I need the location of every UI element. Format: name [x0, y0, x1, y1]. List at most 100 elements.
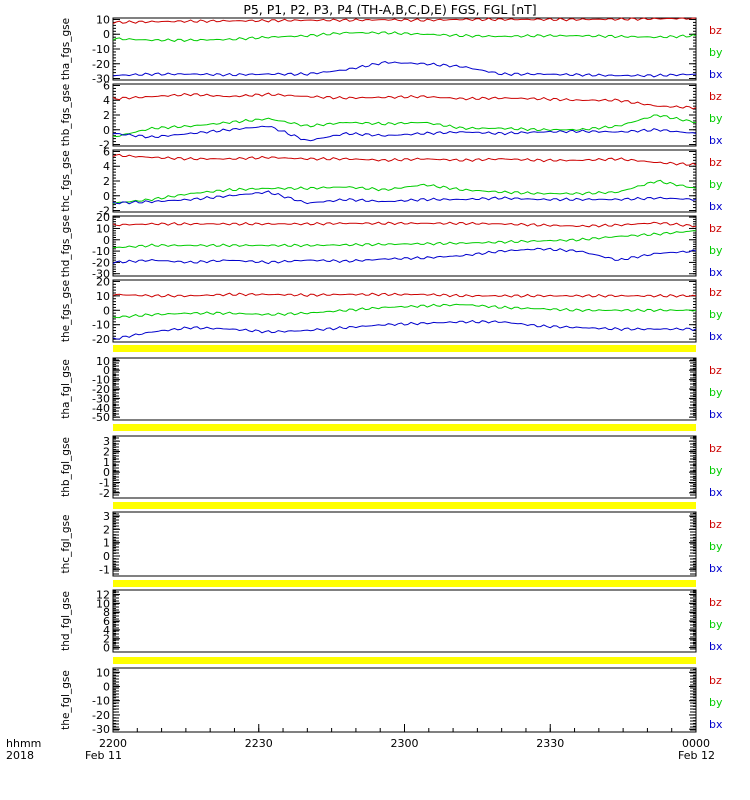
- series-bx-line: [112, 247, 697, 265]
- y-tick-label: 0: [103, 124, 110, 137]
- panel-frame: [112, 17, 697, 81]
- series-by-line: [112, 303, 697, 319]
- legend-bx: bx: [709, 562, 723, 575]
- y-tick-label: -20: [92, 58, 110, 71]
- y-axis-label: thb_fgl_gse: [60, 437, 72, 497]
- y-tick-label: 2: [103, 175, 110, 188]
- x-tick-label: 0000: [682, 737, 710, 750]
- y-axis-label: thd_fgs_gse: [60, 215, 72, 277]
- y-tick-label: -10: [92, 245, 110, 258]
- data-gap-bar: [113, 345, 696, 352]
- y-tick-label: 4: [103, 160, 110, 173]
- series-bz-line: [112, 92, 697, 110]
- series-bz-line: [112, 17, 697, 24]
- y-tick-label: -20: [92, 383, 110, 396]
- legend-bz: bz: [709, 24, 722, 37]
- legend-by: by: [709, 618, 723, 631]
- legend-by: by: [709, 112, 723, 125]
- y-tick-label: 3: [103, 510, 110, 523]
- data-gap-bar: [113, 657, 696, 664]
- series-by-line: [112, 114, 697, 138]
- legend-bx: bx: [709, 408, 723, 421]
- y-tick-label: -1: [99, 563, 110, 576]
- y-tick-label: -2: [99, 205, 110, 218]
- y-tick-label: 0: [103, 234, 110, 247]
- legend-by: by: [709, 244, 723, 257]
- legend-bz: bz: [709, 364, 722, 377]
- time-row-label: hhmm: [6, 737, 41, 750]
- legend-bz: bz: [709, 518, 722, 531]
- y-tick-label: -20: [92, 333, 110, 346]
- y-axis-label: thd_fgl_gse: [60, 591, 72, 651]
- legend-bx: bx: [709, 134, 723, 147]
- y-tick-label: 4: [103, 94, 110, 107]
- y-axis-label: tha_fgs_gse: [60, 18, 72, 80]
- y-tick-label: -20: [92, 709, 110, 722]
- y-tick-label: -30: [92, 268, 110, 281]
- legend-bz: bz: [709, 674, 722, 687]
- y-tick-label: 1: [103, 537, 110, 550]
- legend-bx: bx: [709, 640, 723, 653]
- y-tick-label: 2: [103, 633, 110, 646]
- y-tick-label: 10: [96, 290, 110, 303]
- legend-by: by: [709, 46, 723, 59]
- y-tick-label: 0: [103, 304, 110, 317]
- y-tick-label: -40: [92, 402, 110, 415]
- y-tick-label: 10: [96, 13, 110, 26]
- y-tick-label: 6: [103, 615, 110, 628]
- legend-by: by: [709, 696, 723, 709]
- panel-frame: [112, 215, 697, 277]
- x-tick-label: 2230: [245, 737, 273, 750]
- y-tick-label: 10: [96, 597, 110, 610]
- y-tick-label: 2: [103, 109, 110, 122]
- legend-bz: bz: [709, 156, 722, 169]
- legend-bz: bz: [709, 442, 722, 455]
- y-axis-label: thc_fgl_gse: [60, 515, 72, 574]
- y-tick-label: 6: [103, 79, 110, 92]
- y-tick-label: -20: [92, 256, 110, 269]
- data-gap-bar: [113, 502, 696, 509]
- y-tick-label: 0: [103, 190, 110, 203]
- legend-bz: bz: [709, 286, 722, 299]
- y-tick-label: 0: [103, 364, 110, 377]
- series-bz-line: [112, 292, 697, 298]
- y-tick-label: -10: [92, 43, 110, 56]
- y-tick-label: 20: [96, 211, 110, 224]
- panel-the_fgs_gse: 20 100 -10-20 the_fgs_gse bz by bx: [60, 275, 723, 346]
- y-axis-label: thc_fgs_gse: [60, 150, 72, 211]
- y-tick-label: 20: [96, 275, 110, 288]
- legend-by: by: [709, 386, 723, 399]
- legend-by: by: [709, 178, 723, 191]
- y-tick-label: 10: [96, 222, 110, 235]
- y-tick-label: 10: [96, 355, 110, 368]
- date-label-start: Feb 11: [85, 749, 122, 762]
- panel-frame: [112, 667, 697, 733]
- y-tick-label: -2: [99, 487, 110, 500]
- y-tick-label: 12: [96, 588, 110, 601]
- y-tick-label: 10: [96, 666, 110, 679]
- legend-bz: bz: [709, 90, 722, 103]
- y-tick-label: 6: [103, 145, 110, 158]
- series-bx-line: [112, 60, 697, 78]
- date-label-end: Feb 12: [678, 749, 715, 762]
- y-tick-label: 0: [103, 642, 110, 655]
- y-axis-label: thb_fgs_gse: [60, 84, 72, 146]
- panel-frame: [112, 279, 697, 343]
- series-bx-line: [112, 125, 697, 142]
- panel-frame: [112, 83, 697, 147]
- panel-tha_fgs_gse: 10 0 -10 -20 -30 tha_fgs_gse bz by bx: [60, 13, 723, 85]
- y-tick-label: 0: [103, 550, 110, 563]
- y-tick-label: 0: [103, 680, 110, 693]
- legend-bz: bz: [709, 222, 722, 235]
- y-tick-label: -30: [92, 723, 110, 736]
- y-tick-label: 2: [103, 523, 110, 536]
- chart-title: P5, P1, P2, P3, P4 (TH-A,B,C,D,E) FGS, F…: [243, 2, 536, 17]
- legend-bx: bx: [709, 330, 723, 343]
- y-tick-label: -10: [92, 374, 110, 387]
- year-row-label: 2018: [6, 749, 34, 762]
- legend-bx: bx: [709, 486, 723, 499]
